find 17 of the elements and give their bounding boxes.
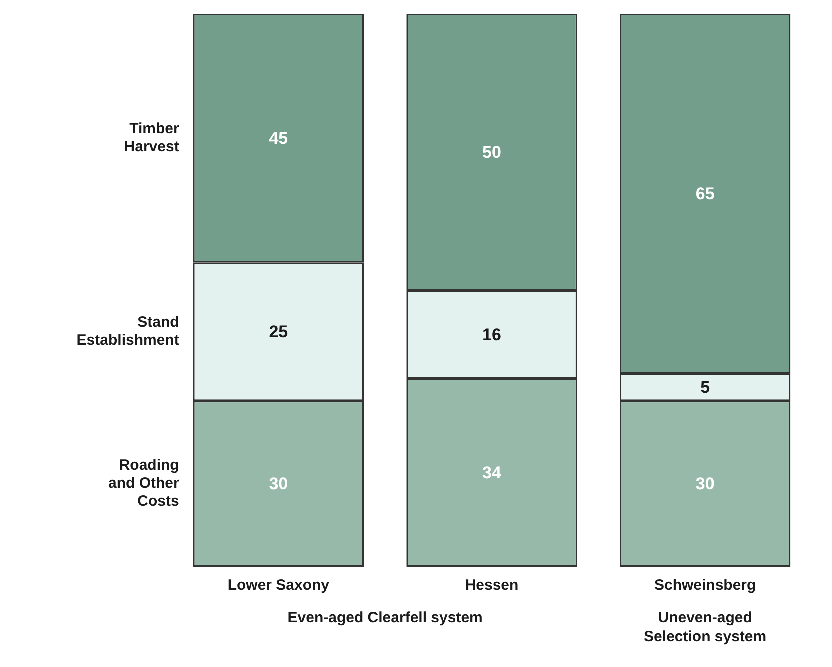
data-label: 65 [696, 184, 715, 204]
series-label: Timber Harvest [124, 120, 180, 156]
x-tick-label: Schweinsberg [654, 577, 756, 594]
data-label: 16 [482, 325, 502, 344]
data-label: 34 [482, 464, 502, 483]
data-label: 25 [269, 322, 288, 342]
data-label: 45 [269, 129, 288, 148]
text: Even-aged Clearfell system [288, 610, 483, 627]
data-label: 50 [482, 142, 502, 162]
x-tick-label: Lower Saxony [228, 577, 330, 594]
x-tick-label: Hessen [465, 577, 519, 594]
data-label: 5 [700, 378, 710, 397]
data-label: 30 [269, 474, 288, 494]
series-label: Stand Establishment [76, 314, 180, 350]
series-label: Roading and Other Costs [108, 457, 180, 510]
data-label: 30 [696, 474, 715, 494]
text: Uneven-aged Selection system [644, 610, 767, 646]
